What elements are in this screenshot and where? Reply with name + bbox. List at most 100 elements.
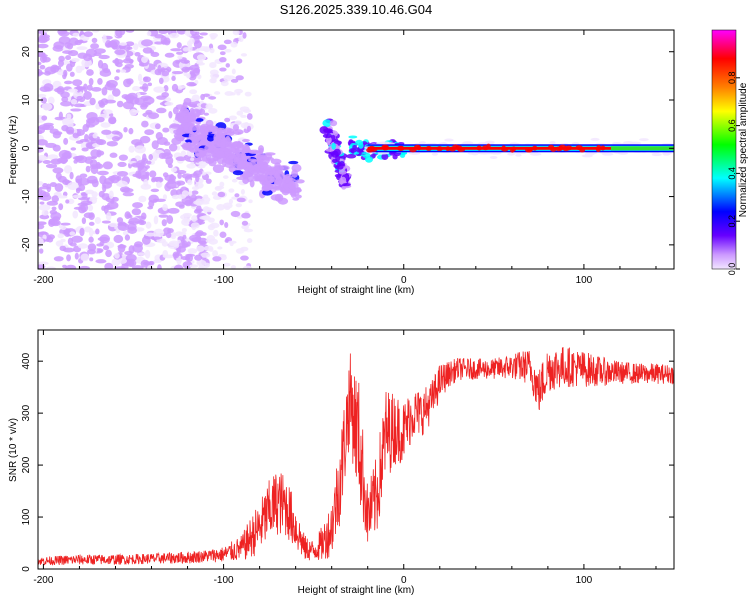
noise-blob <box>144 249 151 259</box>
noise-blob <box>69 242 77 247</box>
noise-blob <box>166 215 174 224</box>
noise-blob <box>39 54 48 63</box>
noise-blob <box>98 190 105 198</box>
noise-blob <box>63 137 69 145</box>
noise-blob <box>84 158 94 164</box>
noise-blob <box>75 187 81 194</box>
noise-blob <box>211 191 218 196</box>
noise-blob <box>106 140 118 147</box>
noise-blob <box>170 232 177 240</box>
noise-blob <box>191 237 202 243</box>
band-blob <box>232 141 241 150</box>
spectrogram-y-tick-label: 20 <box>21 46 32 58</box>
noise-blob <box>153 228 165 238</box>
noise-blob <box>51 206 57 211</box>
band-blob <box>232 170 244 176</box>
noise-blob <box>49 209 58 215</box>
noise-blob <box>186 163 196 169</box>
noise-blob <box>73 103 85 108</box>
snr-marks <box>38 347 674 566</box>
noise-blob <box>176 42 182 49</box>
noise-blob <box>91 87 102 92</box>
noise-blob <box>116 170 129 177</box>
band-blob <box>187 115 197 122</box>
noise-blob <box>186 73 191 79</box>
noise-blob <box>217 191 226 198</box>
noise-blob <box>95 116 105 123</box>
noise-blob <box>216 204 225 211</box>
noise-blob <box>187 248 198 254</box>
noise-blob <box>41 210 49 216</box>
noise-blob <box>193 170 203 176</box>
noise-blob <box>69 231 76 236</box>
line-halo-blob <box>639 138 649 142</box>
noise-blob <box>217 246 223 250</box>
noise-blob <box>161 240 168 247</box>
steady-line-fleck <box>425 145 433 151</box>
band-blob <box>261 184 273 191</box>
noise-blob <box>168 143 178 152</box>
noise-blob <box>65 126 75 134</box>
noise-blob <box>52 167 64 174</box>
noise-blob <box>236 110 244 116</box>
line-halo-blob <box>623 141 634 145</box>
snr-x-ticks: -200 -100 0 100 <box>33 330 657 586</box>
noise-blob <box>196 59 203 65</box>
noise-blob <box>42 159 52 165</box>
transition-blob <box>346 153 357 159</box>
noise-blob <box>139 219 145 225</box>
noise-blob <box>103 109 113 115</box>
noise-blob <box>131 208 142 216</box>
band-blob <box>242 177 250 184</box>
noise-blob <box>148 112 160 120</box>
noise-blob <box>88 221 95 226</box>
noise-blob <box>163 37 171 46</box>
noise-blob <box>85 189 95 195</box>
band-blob <box>264 175 275 184</box>
noise-blob <box>50 219 61 227</box>
line-halo-blob <box>515 153 522 157</box>
noise-blob <box>140 103 148 110</box>
noise-blob <box>163 141 171 146</box>
noise-blob <box>95 228 100 235</box>
noise-blob <box>201 196 211 203</box>
noise-blob <box>222 262 231 267</box>
noise-blob <box>231 178 238 183</box>
noise-blob <box>128 127 134 135</box>
band-blob <box>204 128 209 134</box>
noise-blob <box>77 39 84 44</box>
line-halo-blob <box>662 151 672 155</box>
noise-blob <box>140 183 152 190</box>
noise-blob <box>234 193 240 198</box>
band-blob <box>219 141 226 148</box>
noise-blob <box>165 97 172 102</box>
noise-blob <box>199 32 208 36</box>
noise-blob <box>134 51 141 57</box>
transition-blob <box>348 148 358 153</box>
steady-line-fleck <box>436 146 443 152</box>
noise-blob <box>94 217 101 224</box>
colorbar-tick-label: 0.4 <box>727 167 737 180</box>
noise-blob <box>188 190 193 197</box>
noise-blob <box>39 194 52 201</box>
noise-blob <box>111 136 121 142</box>
noise-blob <box>107 201 119 210</box>
noise-blob <box>168 240 180 247</box>
noise-blob <box>122 192 135 197</box>
spectrogram-y-tick-label: 10 <box>21 94 32 106</box>
noise-blob <box>69 171 74 180</box>
line-halo-blob <box>431 152 439 156</box>
transition-blob <box>355 139 364 146</box>
spectrogram-x-ticks: -200 -100 0 100 <box>33 30 657 286</box>
noise-blob <box>204 207 214 213</box>
spectrogram-x-tick-label: -200 <box>33 275 53 286</box>
noise-blob <box>213 229 219 237</box>
line-halo-blob <box>462 141 474 145</box>
noise-blob <box>42 183 48 188</box>
snr-y-tick-label: 0 <box>21 566 32 572</box>
noise-blob <box>53 256 64 262</box>
noise-blob <box>148 260 155 266</box>
band-blob <box>270 158 282 165</box>
noise-blob <box>52 144 61 152</box>
steady-line-fleck <box>565 145 573 151</box>
